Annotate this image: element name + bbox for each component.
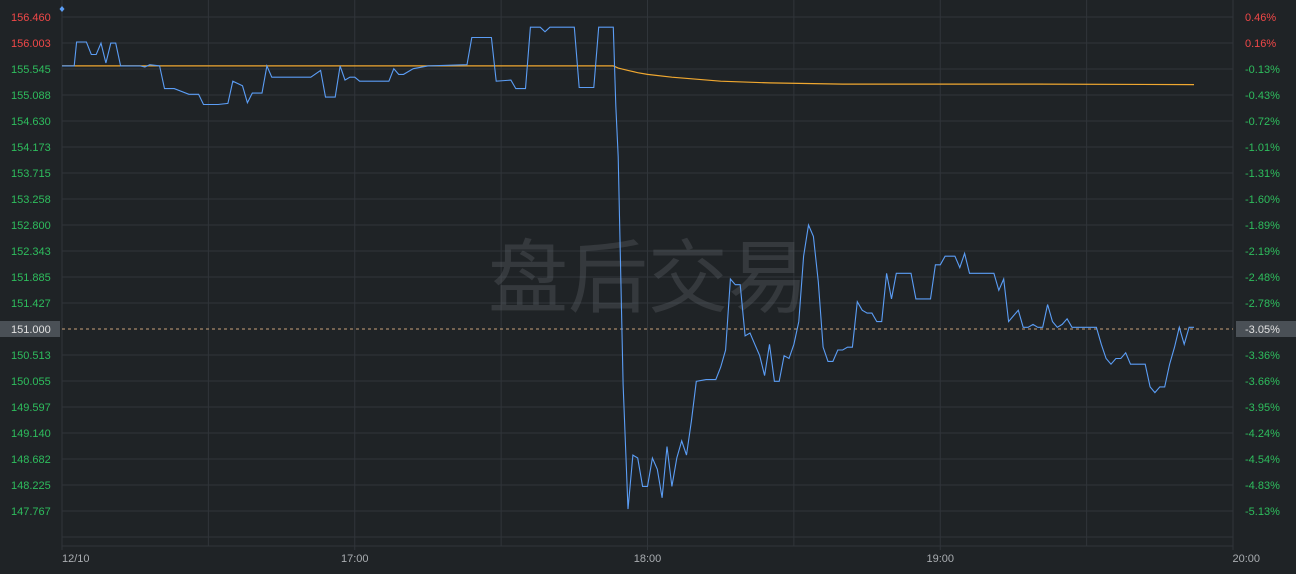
percent-tick-label: -1.31% [1245,168,1280,180]
price-tick-label: 150.513 [11,350,51,362]
top-marker-icon [59,6,65,12]
percent-tick-label: 0.46% [1245,12,1276,24]
price-tick-label: 155.545 [11,64,51,76]
percent-tick-label: -0.43% [1245,90,1280,102]
percent-tick-label: -3.95% [1245,402,1280,414]
percent-tick-label: -1.89% [1245,220,1280,232]
price-tick-label: 151.427 [11,298,51,310]
time-axis: 12/10 17:00 18:00 19:00 20:00 [61,546,1260,565]
percent-tick-label: -5.13% [1245,506,1280,518]
price-tick-label: 154.173 [11,142,51,154]
price-tick-label: 149.597 [11,402,51,414]
price-tick-label: 147.767 [11,506,51,518]
price-tick-label: 152.800 [11,220,51,232]
price-tick-label: 153.258 [11,194,51,206]
time-tick-label: 17:00 [341,553,369,565]
time-tick-label: 18:00 [634,553,662,565]
percent-tick-label: -3.66% [1245,376,1280,388]
percent-tick-label: 0.16% [1245,38,1276,50]
percent-tick-label: -0.72% [1245,116,1280,128]
time-tick-label: 20:00 [1232,553,1260,565]
reference-percent-tag [1236,321,1296,337]
grid-lines [61,0,1234,547]
percent-tick-label: -3.36% [1245,350,1280,362]
reference-price-tag [0,321,60,337]
percent-tick-label: -3.05% [1245,324,1280,336]
average-price-line [62,65,1195,86]
percent-tick-label: -1.01% [1245,142,1280,154]
price-tick-label: 150.055 [11,376,51,388]
time-tick-label: 12/10 [62,553,90,565]
price-tick-label: 151.885 [11,272,51,284]
percent-tick-label: -2.19% [1245,246,1280,258]
percent-tick-label: -2.48% [1245,272,1280,284]
price-tick-label: 153.715 [11,168,51,180]
price-tick-label: 154.630 [11,116,51,128]
percent-axis: 0.46% 0.16% -0.13% -0.43% -0.72% -1.01% -1.31%… [1236,12,1296,518]
price-line [62,26,1194,510]
price-tick-label: 156.460 [11,12,51,24]
time-tick-label: 19:00 [926,553,954,565]
price-tick-label: 151.000 [11,324,51,336]
price-tick-label: 155.088 [11,90,51,102]
price-tick-label: 152.343 [11,246,51,258]
percent-tick-label: -4.24% [1245,428,1280,440]
price-axis: 156.460 156.003 155.545 155.088 154.630 154.1… [0,12,60,518]
price-tick-label: 156.003 [11,38,51,50]
watermark-text: 盘后交易 [488,232,808,325]
price-tick-label: 148.682 [11,454,51,466]
price-tick-label: 149.140 [11,428,51,440]
percent-tick-label: -1.60% [1245,194,1280,206]
percent-tick-label: -4.83% [1245,480,1280,492]
percent-tick-label: -2.78% [1245,298,1280,310]
percent-tick-label: -0.13% [1245,64,1280,76]
percent-tick-label: -4.54% [1245,454,1280,466]
price-tick-label: 148.225 [11,480,51,492]
